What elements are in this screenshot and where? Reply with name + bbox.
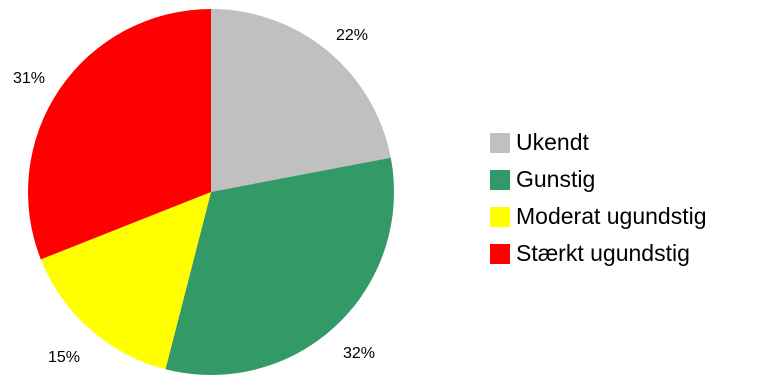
legend-label: Ukendt (516, 129, 589, 155)
data-label-moderat-ugundstig: 15% (48, 349, 80, 366)
legend-item-staerkt-ugundstig: Stærkt ugundstig (490, 235, 707, 272)
legend-item-moderat-ugundstig: Moderat ugundstig (490, 198, 707, 235)
legend-swatch (490, 169, 510, 190)
pie-data-labels: 22% 32% 15% 31% (13, 27, 375, 366)
legend-item-ukendt: Ukendt (490, 124, 707, 161)
legend-item-gunstig: Gunstig (490, 161, 707, 198)
data-label-ukendt: 22% (336, 27, 368, 44)
pie-slice-ukendt (211, 9, 391, 192)
pie-slice-gunstig (165, 157, 395, 375)
data-label-gunstig: 32% (343, 345, 375, 362)
legend-label: Gunstig (516, 166, 596, 192)
pie-slice-moderat-ugundstig (40, 192, 211, 370)
pie-slice-staerkt-ugundstig (27, 9, 212, 260)
legend-swatch (490, 206, 510, 227)
data-label-staerkt-ugundstig: 31% (13, 70, 45, 87)
legend-swatch (490, 243, 510, 264)
legend-swatch (490, 132, 510, 153)
legend-label: Moderat ugundstig (516, 203, 707, 229)
legend-label: Stærkt ugundstig (516, 240, 690, 266)
pie-slices (27, 9, 395, 375)
legend: Ukendt Gunstig Moderat ugundstig Stærkt … (490, 124, 707, 272)
